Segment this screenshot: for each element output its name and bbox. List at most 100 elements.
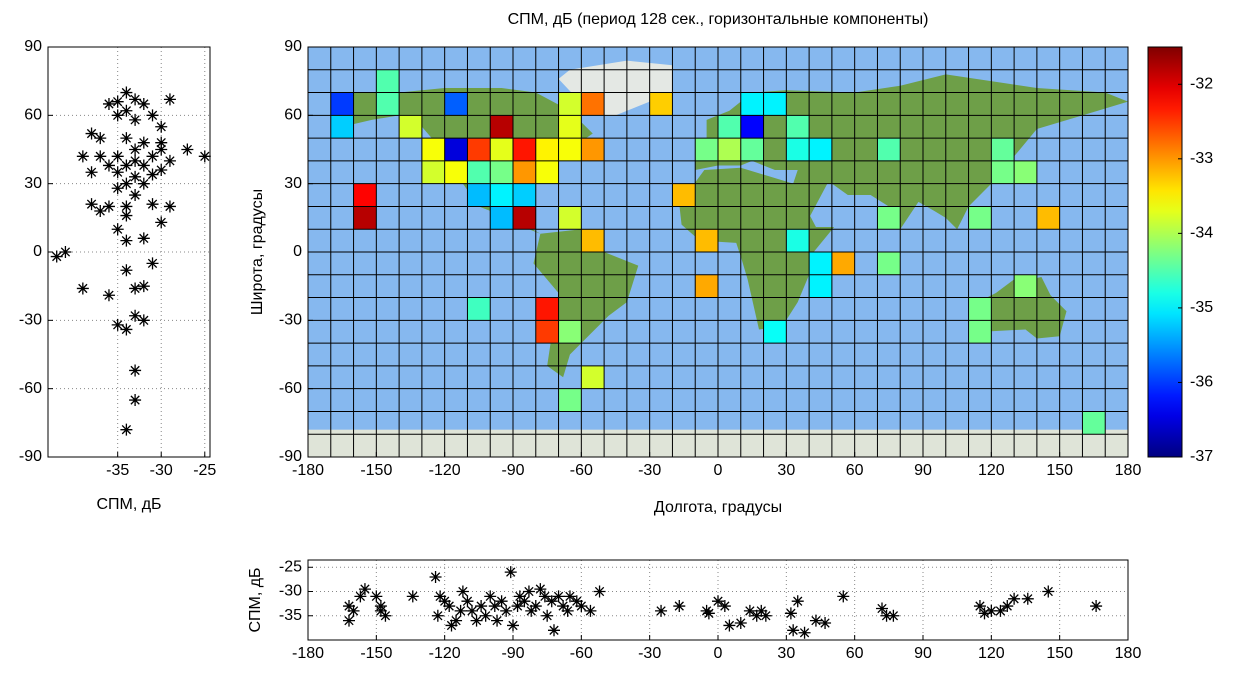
heat-cell: [559, 206, 582, 229]
heat-cell: [559, 138, 582, 161]
scatter-point: [147, 150, 159, 162]
scatter-point: [432, 610, 444, 622]
scatter-point: [541, 610, 553, 622]
scatter-point: [887, 610, 899, 622]
x-tick-label: 60: [846, 645, 864, 662]
scatter-point: [491, 615, 503, 627]
scatter-point: [112, 166, 124, 178]
x-tick-label: -90: [501, 462, 524, 479]
heat-cell: [354, 206, 377, 229]
scatter-point: [164, 155, 176, 167]
scatter-point: [147, 198, 159, 210]
scatter-point: [103, 159, 115, 171]
scatter-point: [819, 617, 831, 629]
heat-cell: [376, 93, 399, 116]
scatter-point: [735, 617, 747, 629]
scatter-point: [379, 610, 391, 622]
heat-cell: [741, 93, 764, 116]
heat-cell: [354, 184, 377, 207]
heat-cell: [809, 275, 832, 298]
colorbar-tick-label: -35: [1190, 299, 1213, 316]
heat-cell: [445, 138, 468, 161]
y-tick-label: -25: [279, 558, 302, 575]
scatter-point: [112, 223, 124, 235]
y-tick-label: -30: [279, 312, 302, 329]
scatter-point: [138, 280, 150, 292]
scatter-point: [147, 169, 159, 181]
heat-cell: [445, 93, 468, 116]
heat-cell: [581, 93, 604, 116]
y-axis-label: Широта, градусы: [249, 189, 266, 315]
heat-cell: [467, 298, 490, 321]
scatter-point: [138, 178, 150, 190]
heat-cell: [718, 138, 741, 161]
heat-cell: [764, 93, 787, 116]
heat-cell: [1014, 275, 1037, 298]
scatter-point: [199, 150, 211, 162]
x-tick-label: 90: [914, 645, 932, 662]
scatter-point: [103, 98, 115, 110]
scatter-point: [103, 289, 115, 301]
scatter-point: [77, 282, 89, 294]
scatter-point: [112, 96, 124, 108]
colorbar-tick-label: -36: [1190, 374, 1213, 391]
scatter-point: [181, 144, 193, 156]
heat-cell: [490, 115, 513, 138]
colorbar-tick-label: -33: [1190, 150, 1213, 167]
heat-cell: [877, 252, 900, 275]
chart-title: СПМ, дБ (период 128 сек., горизонтальные…: [508, 11, 929, 28]
heat-cell: [399, 115, 422, 138]
heat-cell: [581, 229, 604, 252]
scatter-point: [129, 171, 141, 183]
y-tick-label: 60: [284, 107, 302, 124]
heat-cell: [786, 229, 809, 252]
heat-cell: [559, 115, 582, 138]
heat-cell: [490, 138, 513, 161]
x-tick-label: 120: [978, 645, 1005, 662]
heat-cell: [695, 138, 718, 161]
scatter-point: [138, 232, 150, 244]
scatter-point: [155, 121, 167, 133]
scatter-point: [86, 166, 98, 178]
scatter-point: [1090, 600, 1102, 612]
x-tick-label: -25: [193, 462, 216, 479]
heat-cell: [969, 206, 992, 229]
scatter-point: [120, 264, 132, 276]
y-tick-label: 90: [284, 38, 302, 55]
heat-cell: [877, 206, 900, 229]
x-tick-label: -35: [106, 462, 129, 479]
heat-cell: [467, 138, 490, 161]
heat-cell: [536, 138, 559, 161]
heat-cell: [331, 93, 354, 116]
scatter-point: [129, 144, 141, 156]
x-tick-label: -120: [429, 645, 461, 662]
heat-cell: [513, 206, 536, 229]
heat-cell: [581, 366, 604, 389]
x-tick-label: -60: [570, 462, 593, 479]
heat-cell: [422, 138, 445, 161]
heat-cell: [331, 115, 354, 138]
heat-cell: [536, 161, 559, 184]
scatter-point: [443, 600, 455, 612]
scatter-point: [138, 137, 150, 149]
heat-cell: [786, 115, 809, 138]
y-tick-label: 30: [284, 175, 302, 192]
scatter-point: [129, 282, 141, 294]
heat-cell: [718, 115, 741, 138]
y-tick-label: -60: [19, 380, 42, 397]
heat-cell: [832, 252, 855, 275]
scatter-point: [112, 150, 124, 162]
scatter-point: [94, 205, 106, 217]
scatter-point: [120, 323, 132, 335]
scatter-point: [523, 586, 535, 598]
x-tick-label: 180: [1115, 645, 1142, 662]
scatter-point: [112, 182, 124, 194]
x-tick-label: -30: [150, 462, 173, 479]
scatter-point: [799, 627, 811, 639]
y-tick-label: 60: [24, 107, 42, 124]
scatter-point: [584, 605, 596, 617]
scatter-point: [120, 132, 132, 144]
y-tick-label: -35: [279, 607, 302, 624]
heat-cell: [467, 161, 490, 184]
heat-cell: [786, 138, 809, 161]
